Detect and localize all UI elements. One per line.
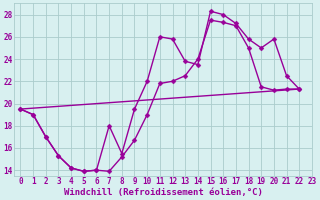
X-axis label: Windchill (Refroidissement éolien,°C): Windchill (Refroidissement éolien,°C) [64,188,262,197]
